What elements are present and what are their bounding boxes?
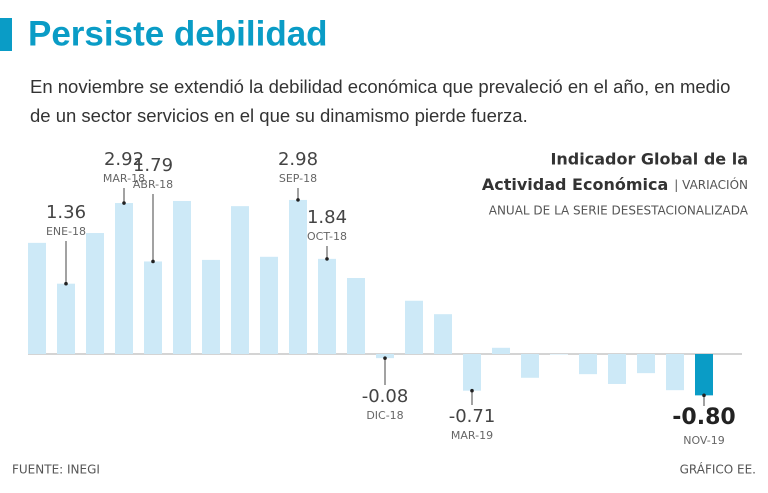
title-marker: [0, 18, 12, 51]
category-label: SEP-18: [279, 172, 317, 185]
bar: [347, 278, 365, 354]
bar: [144, 261, 162, 354]
bar: [608, 354, 626, 384]
category-label: ENE-18: [46, 225, 86, 238]
bar: [434, 314, 452, 354]
bar: [637, 354, 655, 374]
callout-dot: [151, 259, 155, 264]
category-label: NOV-19: [683, 434, 725, 447]
bar: [115, 203, 133, 354]
callout-dot: [64, 281, 68, 286]
category-label: OCT-18: [307, 230, 347, 243]
callout-dot: [296, 198, 300, 202]
source: FUENTE: INEGI: [12, 463, 100, 477]
value-label: 2.92: [104, 149, 144, 170]
bar: [289, 199, 307, 354]
bar: [463, 354, 481, 391]
bar: [231, 206, 249, 354]
callout-dot: [383, 356, 387, 360]
bar: [521, 354, 539, 378]
chart-note: ANUAL DE LA SERIE DESESTACIONALIZADA: [489, 204, 749, 218]
subtitle: En noviembre se extendió la debilidad ec…: [30, 76, 731, 126]
chart-title-line: Actividad Económica | VARIACIÓN: [482, 175, 748, 194]
value-label: -0.71: [449, 406, 496, 427]
callout-dot: [122, 201, 126, 205]
value-label: 2.98: [278, 149, 318, 170]
value-label: 1.79: [133, 155, 173, 176]
bar: [550, 354, 568, 355]
bar: [579, 354, 597, 375]
bar: [57, 283, 75, 354]
chart-title: Indicador Global de la: [550, 150, 748, 169]
category-label: MAR-18: [103, 172, 145, 185]
chart-note: | VARIACIÓN: [674, 177, 748, 192]
bar: [318, 258, 336, 354]
category-label: ABR-18: [133, 178, 173, 191]
bar: [173, 200, 191, 354]
credit: GRÁFICO EE.: [680, 462, 756, 477]
bar: [666, 354, 684, 391]
bar: [86, 233, 104, 354]
bar: [492, 347, 510, 354]
callout-dot: [325, 257, 329, 261]
callout-dot: [470, 388, 474, 393]
category-label: MAR-19: [451, 429, 493, 442]
value-label: 1.84: [307, 207, 347, 228]
value-label: -0.08: [362, 386, 409, 407]
value-label: 1.36: [46, 202, 86, 223]
page-title: Persiste debilidad: [28, 14, 328, 53]
chart-title: Actividad Económica: [482, 175, 668, 194]
category-label: DIC-18: [366, 409, 403, 422]
bar: [202, 259, 220, 354]
bar: [405, 300, 423, 354]
value-label: -0.80: [672, 405, 735, 430]
bar: [260, 256, 278, 354]
bar: [376, 354, 394, 359]
callout-dot: [702, 393, 706, 398]
bar: [28, 242, 46, 354]
bar: [695, 354, 713, 396]
